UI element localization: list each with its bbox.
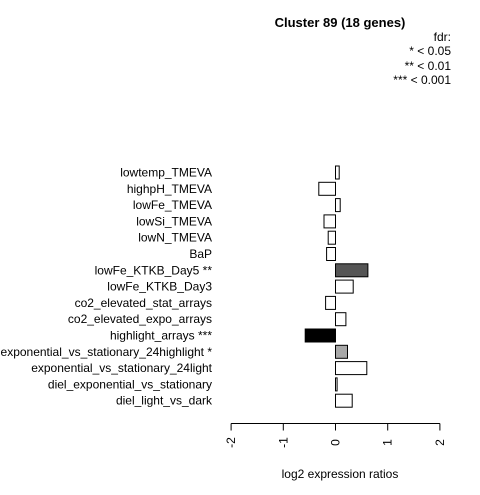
x-tick-label: -1 [276,437,290,448]
category-label: co2_elevated_expo_arrays [68,312,212,326]
category-label: BaP [189,247,212,261]
category-label: lowFe_KTKB_Day5 ** [95,263,213,277]
bar [323,214,336,229]
x-axis-label: log2 expression ratios [282,467,399,481]
x-tick-label: -2 [224,437,238,448]
legend-entry-0: * < 0.05 [409,44,451,58]
legend-entry-1: ** < 0.01 [405,59,452,73]
bar [318,181,336,196]
x-tick-label: 1 [381,439,395,446]
category-label: lowtemp_TMEVA [120,166,212,180]
bar [335,377,338,392]
x-tick-label: 2 [433,439,447,446]
category-label: diel_light_vs_dark [116,394,213,408]
legend: fdr: * < 0.05 ** < 0.01 *** < 0.001 [393,30,451,87]
bars [304,165,369,408]
bar [335,361,368,376]
category-label: co2_elevated_stat_arrays [75,296,212,310]
bar [335,393,353,408]
bar [335,344,348,359]
bar [335,263,369,278]
bar [335,312,347,327]
bar [326,247,337,261]
chart-title: Cluster 89 (18 genes) [275,15,406,30]
bar [327,230,337,245]
category-label: lowSi_TMEVA [136,214,212,228]
x-tick-label: 0 [329,439,343,446]
category-label: highlight_arrays *** [110,329,212,343]
category-label: highpH_TMEVA [127,182,212,196]
category-label: lowFe_KTKB_Day3 [107,280,212,294]
bar [325,295,337,310]
category-label: exponential_vs_stationary_24light [31,361,212,375]
x-axis: -2 -1 0 1 2 [224,423,447,448]
bar [304,328,337,343]
category-label: lowFe_TMEVA [133,198,212,212]
category-label: lowN_TMEVA [138,231,212,245]
legend-title: fdr: [434,30,451,44]
bar [335,198,341,213]
bar [335,279,354,294]
legend-entry-2: *** < 0.001 [393,73,451,87]
category-labels: lowtemp_TMEVA highpH_TMEVA lowFe_TMEVA lowS… [1,166,213,408]
bar [335,165,340,180]
category-label: diel_exponential_vs_stationary [48,377,212,391]
category-label: exponential_vs_stationary_24highlight * [1,345,213,359]
